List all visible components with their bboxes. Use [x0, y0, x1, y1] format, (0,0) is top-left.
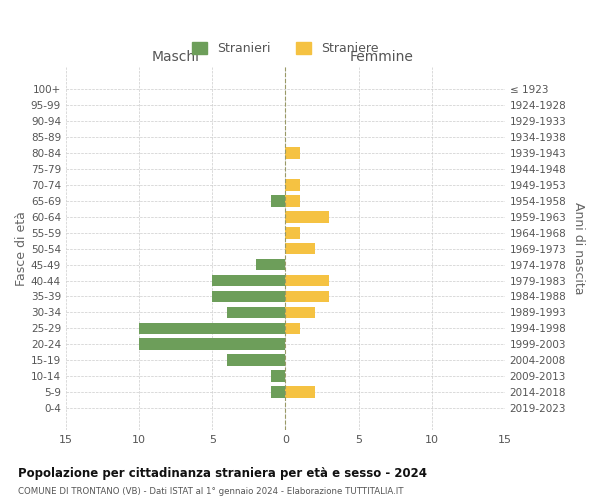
Bar	[286, 243, 314, 254]
Bar	[286, 180, 300, 190]
Bar	[286, 211, 329, 222]
Bar	[227, 306, 286, 318]
Bar	[286, 290, 329, 302]
Text: Popolazione per cittadinanza straniera per età e sesso - 2024: Popolazione per cittadinanza straniera p…	[18, 468, 427, 480]
Bar	[212, 290, 286, 302]
Bar	[286, 275, 329, 286]
Y-axis label: Fasce di età: Fasce di età	[15, 212, 28, 286]
Legend: Stranieri, Straniere: Stranieri, Straniere	[187, 37, 383, 60]
Text: COMUNE DI TRONTANO (VB) - Dati ISTAT al 1° gennaio 2024 - Elaborazione TUTTITALI: COMUNE DI TRONTANO (VB) - Dati ISTAT al …	[18, 487, 404, 496]
Bar	[286, 195, 300, 206]
Bar	[271, 370, 286, 382]
Text: Maschi: Maschi	[152, 50, 200, 64]
Bar	[286, 306, 314, 318]
Bar	[256, 259, 286, 270]
Bar	[271, 195, 286, 206]
Y-axis label: Anni di nascita: Anni di nascita	[572, 202, 585, 295]
Bar	[286, 386, 314, 398]
Bar	[139, 338, 286, 350]
Bar	[271, 386, 286, 398]
Bar	[212, 275, 286, 286]
Bar	[286, 148, 300, 159]
Bar	[286, 322, 300, 334]
Text: Femmine: Femmine	[350, 50, 414, 64]
Bar	[227, 354, 286, 366]
Bar	[286, 227, 300, 238]
Bar	[139, 322, 286, 334]
